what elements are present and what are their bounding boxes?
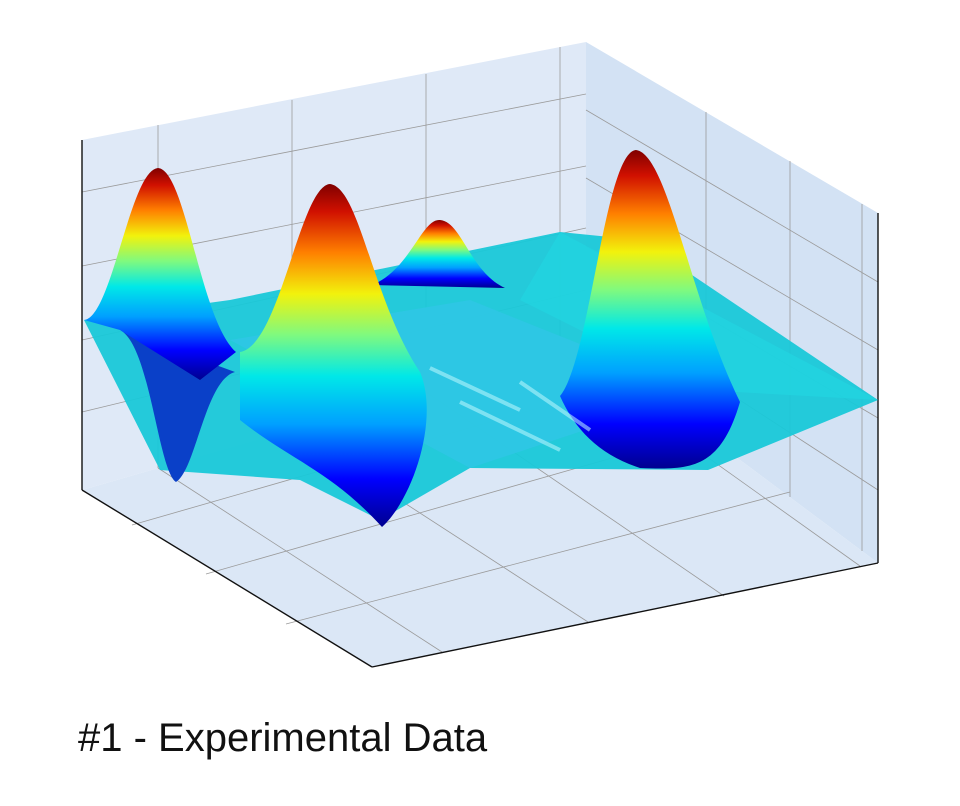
surface-highlight bbox=[459, 400, 561, 452]
surface-highlight bbox=[429, 366, 521, 412]
left-peak bbox=[84, 168, 236, 380]
figure-caption: #1 - Experimental Data bbox=[78, 716, 488, 760]
right-peak bbox=[560, 150, 740, 469]
surface-highlight bbox=[518, 380, 592, 432]
back-peak bbox=[372, 219, 505, 288]
surface-plot bbox=[81, 42, 879, 668]
center-peak bbox=[240, 184, 427, 527]
surface bbox=[84, 150, 878, 527]
axis-lines bbox=[81, 140, 879, 668]
